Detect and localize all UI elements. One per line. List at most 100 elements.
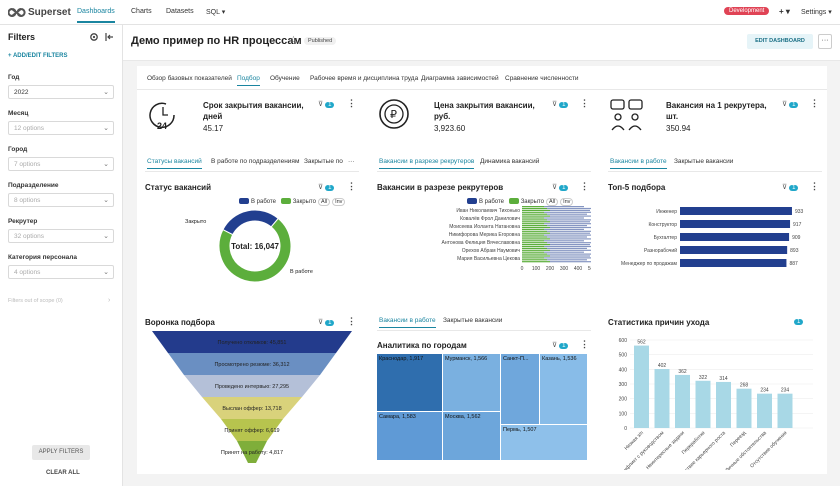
filter-indicator[interactable]: ⊽ 1	[318, 183, 335, 191]
bar-open[interactable]	[547, 213, 587, 215]
leave-bar[interactable]	[757, 393, 772, 428]
bar-closed[interactable]	[522, 217, 544, 219]
filter-indicator[interactable]: ⊽ 1	[552, 183, 569, 191]
bar-closed[interactable]	[522, 225, 547, 227]
brand-name[interactable]: Superset	[28, 7, 71, 18]
leave-bar[interactable]	[736, 388, 752, 428]
bar-closed[interactable]	[522, 223, 544, 225]
leave-bar[interactable]	[716, 381, 731, 428]
bar-open[interactable]	[550, 244, 590, 246]
leave-bar[interactable]	[634, 345, 649, 428]
bar-open[interactable]	[544, 228, 584, 230]
leave-bar[interactable]	[777, 393, 793, 428]
filter-indicator[interactable]: ⊽ 1	[552, 100, 569, 108]
tab-headcount[interactable]: Сравнение численности	[505, 75, 579, 82]
funnel-step[interactable]	[202, 397, 302, 419]
filter-select[interactable]: 2022 ⌄	[8, 85, 114, 99]
bar-open[interactable]	[544, 234, 591, 236]
tab-hiring[interactable]: Подбор	[237, 75, 260, 86]
filter-indicator[interactable]: ⊽ 1	[318, 318, 335, 326]
chart-legend[interactable]: В работе Закрыто All Inv	[239, 198, 346, 206]
dashboard-title[interactable]: Демо пример по HR процессам	[131, 35, 302, 47]
bar-open[interactable]	[550, 226, 591, 229]
leave-bar[interactable]	[654, 369, 670, 428]
treemap-cell[interactable]: Краснодар, 1,917	[377, 354, 442, 411]
funnel-step[interactable]	[168, 353, 336, 375]
filter-indicator[interactable]: ⊽ 1	[552, 341, 569, 349]
tab-closed-by[interactable]: Закрытые по	[304, 158, 343, 165]
tab-by-recruiter[interactable]: Вакансии в разрезе рекрутеров	[379, 158, 475, 169]
edit-dashboard-button[interactable]: EDIT DASHBOARD	[747, 34, 813, 49]
filter-indicator[interactable]: 1	[792, 318, 804, 325]
bar-closed[interactable]	[522, 211, 544, 213]
top5-bar[interactable]	[680, 207, 792, 215]
bar-open[interactable]	[550, 221, 590, 223]
bar-open[interactable]	[544, 217, 584, 219]
superset-logo-icon[interactable]	[8, 8, 26, 17]
chart-menu-icon[interactable]: ⋮	[347, 98, 356, 108]
tab-dependency[interactable]: Диаграмма зависимостей	[421, 75, 499, 82]
bar-closed[interactable]	[522, 242, 547, 244]
chart-menu-icon[interactable]: ⋮	[810, 181, 819, 191]
filter-indicator[interactable]: ⊽ 1	[782, 100, 799, 108]
funnel-step[interactable]	[221, 419, 283, 441]
leave-bar[interactable]	[675, 374, 690, 428]
tab-training[interactable]: Обучение	[270, 75, 300, 82]
bar-open[interactable]	[544, 251, 584, 253]
filter-indicator[interactable]: ⊽ 1	[318, 100, 335, 108]
bar-closed[interactable]	[522, 226, 550, 229]
tab-open-vacancies[interactable]: Вакансии в работе	[379, 317, 436, 328]
leave-bar[interactable]	[695, 380, 711, 428]
bar-open[interactable]	[550, 209, 590, 211]
bar-open[interactable]	[544, 223, 591, 225]
bar-closed[interactable]	[522, 247, 547, 249]
chart-menu-icon[interactable]: ⋮	[580, 181, 589, 191]
funnel-step[interactable]	[184, 375, 320, 397]
tab-overview[interactable]: Обзор базовых показателей	[147, 75, 232, 82]
treemap-cell[interactable]: Санкт-П...	[501, 354, 539, 424]
bar-open[interactable]	[544, 240, 584, 242]
bar-closed[interactable]	[522, 221, 550, 223]
bar-open[interactable]	[544, 206, 584, 208]
bar-closed[interactable]	[522, 238, 550, 240]
bar-open[interactable]	[547, 247, 587, 249]
filter-select[interactable]: 12 options ⌄	[8, 121, 114, 135]
tab-working-time[interactable]: Рабочее время и дисциплина труда	[310, 75, 419, 82]
treemap-cell[interactable]: Пермь, 1,507	[501, 425, 587, 460]
bar-closed[interactable]	[522, 228, 544, 230]
apply-filters-button[interactable]: APPLY FILTERS	[32, 445, 90, 460]
top5-bar[interactable]	[680, 259, 787, 267]
bar-open[interactable]	[544, 211, 591, 213]
filter-select[interactable]: 8 options ⌄	[8, 193, 114, 207]
bar-closed[interactable]	[522, 259, 547, 261]
funnel-step[interactable]	[237, 441, 267, 463]
top5-bar[interactable]	[680, 246, 788, 254]
bar-closed[interactable]	[522, 207, 547, 210]
nav-charts[interactable]: Charts	[131, 8, 152, 15]
chart-menu-icon[interactable]: ⋮	[580, 98, 589, 108]
tab-vacancy-dynamics[interactable]: Динамика вакансий	[480, 158, 540, 165]
bar-closed[interactable]	[522, 249, 550, 251]
bar-closed[interactable]	[522, 213, 547, 215]
bar-closed[interactable]	[522, 255, 550, 257]
gear-icon[interactable]	[89, 32, 99, 42]
nav-sql[interactable]: SQL ▾	[206, 9, 226, 16]
bar-open[interactable]	[550, 232, 590, 234]
nav-dashboards[interactable]: Dashboards	[77, 8, 115, 23]
bar-open[interactable]	[547, 242, 591, 244]
bar-closed[interactable]	[522, 230, 547, 232]
funnel-step[interactable]	[152, 331, 352, 353]
settings-menu[interactable]: Settings ▾	[801, 9, 832, 16]
bar-open[interactable]	[547, 253, 591, 255]
nav-datasets[interactable]: Datasets	[166, 8, 194, 15]
bar-closed[interactable]	[522, 234, 544, 236]
treemap-cell[interactable]: Казань, 1,536	[540, 354, 587, 424]
chart-menu-icon[interactable]: ⋮	[347, 181, 356, 191]
bar-open[interactable]	[547, 225, 587, 227]
bar-open[interactable]	[550, 238, 591, 240]
filter-indicator[interactable]: ⊽ 1	[782, 183, 799, 191]
published-badge[interactable]: Published	[304, 37, 337, 45]
bar-closed[interactable]	[522, 245, 544, 248]
bar-open[interactable]	[550, 261, 591, 263]
tab-open-vacancies[interactable]: Вакансии в работе	[610, 158, 667, 169]
